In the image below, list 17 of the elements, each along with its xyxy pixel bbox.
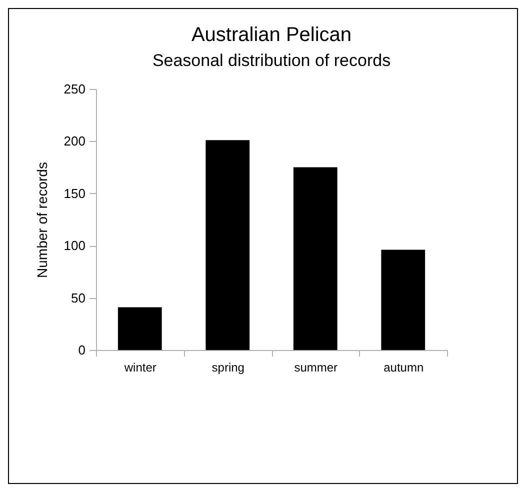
x-tick-label: summer — [294, 360, 338, 374]
y-tick-label: 200 — [64, 134, 86, 149]
y-tick-label: 0 — [78, 342, 86, 358]
y-tick-label: 150 — [64, 186, 86, 201]
x-tick-label: spring — [212, 360, 244, 374]
bar — [381, 250, 426, 350]
y-axis-title: Number of records — [34, 162, 50, 278]
x-tick-label: autumn — [384, 360, 424, 374]
bar — [206, 140, 250, 350]
y-tick-label: 250 — [64, 82, 86, 96]
chart-subtitle: Seasonal distribution of records — [152, 51, 391, 70]
chart-title: Australian Pelican — [191, 24, 352, 46]
bar — [118, 307, 162, 350]
bar — [293, 167, 338, 350]
x-tick-label: winter — [123, 360, 156, 374]
y-tick-label: 100 — [64, 238, 86, 254]
y-tick-label: 50 — [71, 290, 86, 306]
